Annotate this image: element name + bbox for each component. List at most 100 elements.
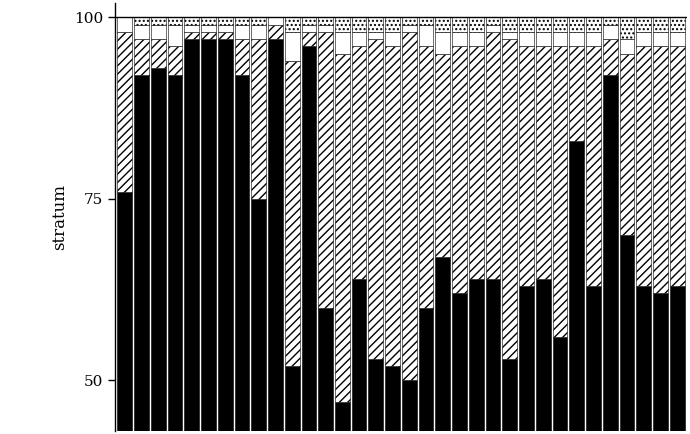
Bar: [134, 25, 149, 39]
Bar: [670, 17, 684, 32]
Bar: [636, 286, 651, 434]
Bar: [419, 308, 433, 434]
Bar: [352, 17, 366, 32]
Bar: [435, 17, 450, 32]
Bar: [168, 46, 182, 76]
Bar: [519, 17, 534, 32]
Bar: [385, 46, 400, 366]
Bar: [168, 25, 182, 46]
Bar: [335, 54, 350, 402]
Bar: [486, 25, 500, 32]
Bar: [151, 39, 166, 68]
Bar: [385, 17, 400, 32]
Bar: [235, 76, 249, 434]
Bar: [218, 39, 233, 434]
Bar: [251, 25, 266, 39]
Bar: [302, 25, 316, 32]
Bar: [184, 17, 199, 25]
Bar: [402, 17, 417, 25]
Bar: [302, 17, 316, 25]
Bar: [519, 286, 534, 434]
Bar: [653, 293, 668, 434]
Bar: [519, 32, 534, 46]
Bar: [368, 32, 383, 39]
Bar: [335, 17, 350, 32]
Bar: [134, 39, 149, 76]
Bar: [368, 39, 383, 358]
Bar: [268, 39, 283, 434]
Bar: [653, 17, 668, 32]
Bar: [285, 32, 299, 61]
Bar: [502, 32, 517, 39]
Bar: [636, 46, 651, 286]
Bar: [318, 25, 333, 32]
Bar: [569, 46, 584, 141]
Bar: [536, 17, 551, 32]
Bar: [302, 32, 316, 46]
Bar: [402, 32, 417, 380]
Bar: [318, 17, 333, 25]
Bar: [117, 32, 132, 191]
Bar: [620, 17, 634, 39]
Bar: [435, 54, 450, 257]
Bar: [218, 25, 233, 32]
Bar: [235, 17, 249, 25]
Bar: [352, 46, 366, 279]
Bar: [469, 46, 484, 279]
Bar: [536, 32, 551, 46]
Bar: [201, 25, 216, 32]
Bar: [603, 39, 618, 76]
Bar: [620, 235, 634, 434]
Bar: [536, 279, 551, 434]
Bar: [201, 32, 216, 39]
Bar: [435, 32, 450, 54]
Bar: [569, 141, 584, 434]
Bar: [586, 46, 601, 286]
Bar: [452, 46, 467, 293]
Bar: [569, 17, 584, 32]
Bar: [184, 39, 199, 434]
Bar: [670, 286, 684, 434]
Bar: [352, 32, 366, 46]
Bar: [553, 337, 567, 434]
Bar: [435, 257, 450, 434]
Bar: [620, 39, 634, 54]
Bar: [302, 46, 316, 434]
Bar: [235, 39, 249, 76]
Bar: [603, 76, 618, 434]
Bar: [519, 46, 534, 286]
Bar: [335, 32, 350, 54]
Bar: [285, 61, 299, 366]
Bar: [603, 17, 618, 25]
Bar: [670, 46, 684, 286]
Bar: [134, 17, 149, 25]
Bar: [636, 32, 651, 46]
Bar: [117, 17, 132, 32]
Bar: [553, 46, 567, 337]
Bar: [620, 54, 634, 235]
Bar: [469, 17, 484, 32]
Bar: [168, 17, 182, 25]
Bar: [285, 366, 299, 434]
Bar: [569, 32, 584, 46]
Bar: [486, 32, 500, 279]
Bar: [502, 17, 517, 32]
Bar: [184, 32, 199, 39]
Bar: [151, 17, 166, 25]
Bar: [469, 279, 484, 434]
Bar: [318, 308, 333, 434]
Bar: [251, 199, 266, 434]
Bar: [151, 68, 166, 434]
Y-axis label: stratum: stratum: [51, 184, 68, 250]
Bar: [402, 380, 417, 434]
Bar: [486, 17, 500, 25]
Bar: [218, 32, 233, 39]
Bar: [653, 32, 668, 46]
Bar: [469, 32, 484, 46]
Bar: [368, 17, 383, 32]
Bar: [184, 25, 199, 32]
Bar: [335, 402, 350, 434]
Bar: [318, 32, 333, 308]
Bar: [235, 25, 249, 39]
Bar: [368, 358, 383, 434]
